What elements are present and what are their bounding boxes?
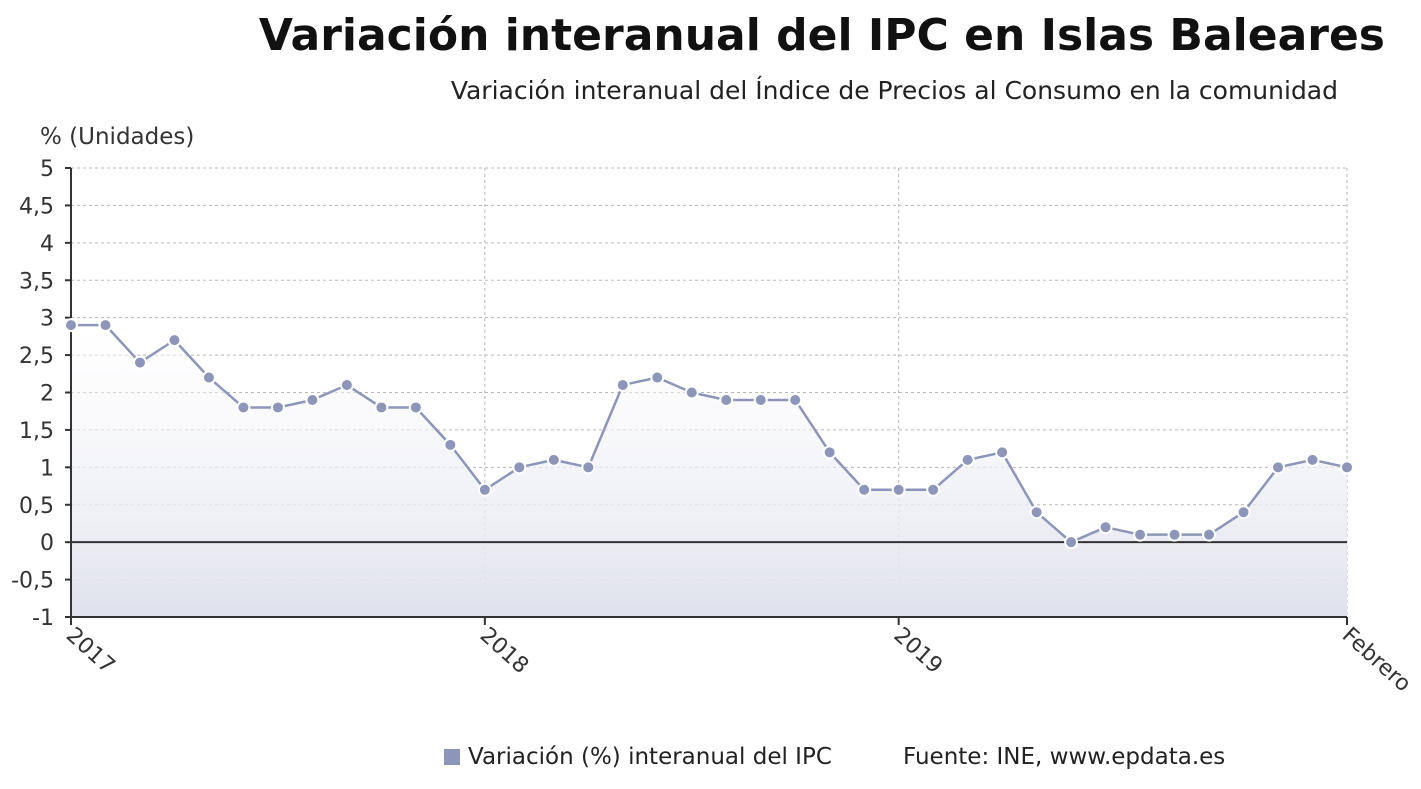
data-point xyxy=(270,400,285,415)
data-point xyxy=(339,378,354,393)
legend-swatch xyxy=(444,749,460,765)
data-point xyxy=(1098,520,1113,535)
y-tick-label: 2,5 xyxy=(19,344,54,369)
y-tick-label: 1,5 xyxy=(19,419,54,444)
x-tick-labels: 2017 2018 2019 Febrero xyxy=(61,623,1415,697)
y-tick-label: 2 xyxy=(40,382,54,407)
chart-title: Variación interanual del IPC en Islas Ba… xyxy=(258,10,1385,61)
y-tick-label: 0,5 xyxy=(19,494,54,519)
data-point xyxy=(615,378,630,393)
data-point xyxy=(581,460,596,475)
y-axis-label: % (Unidades) xyxy=(40,124,195,150)
y-tick-label: 0 xyxy=(40,531,54,556)
data-point xyxy=(1271,460,1286,475)
data-point xyxy=(719,392,734,407)
y-tick-label: -0,5 xyxy=(11,569,54,594)
data-point xyxy=(132,355,147,370)
data-point xyxy=(822,445,837,460)
data-point xyxy=(857,482,872,497)
data-point xyxy=(1305,452,1320,467)
data-point xyxy=(684,385,699,400)
data-point xyxy=(477,482,492,497)
y-tick-label: 3,5 xyxy=(19,269,54,294)
x-tick-label: Febrero xyxy=(1337,623,1415,697)
chart-subtitle: Variación interanual del Índice de Preci… xyxy=(450,76,1338,105)
axes xyxy=(65,167,1348,625)
data-points xyxy=(64,318,1354,550)
data-point xyxy=(1133,527,1148,542)
data-point xyxy=(753,392,768,407)
data-point xyxy=(1340,460,1354,475)
y-tick-label: 3 xyxy=(40,307,54,332)
data-point xyxy=(1167,527,1182,542)
legend-label: Variación (%) interanual del IPC xyxy=(468,744,832,770)
data-point xyxy=(408,400,423,415)
y-tick-label: 5 xyxy=(40,157,54,182)
x-tick-label: 2018 xyxy=(475,623,533,679)
area-fill xyxy=(71,325,1347,617)
data-point xyxy=(374,400,389,415)
x-tick-label: 2019 xyxy=(889,623,947,679)
data-point xyxy=(236,400,251,415)
y-tick-label: 4,5 xyxy=(19,194,54,219)
data-point xyxy=(201,370,216,385)
data-point xyxy=(305,392,320,407)
data-point xyxy=(788,392,803,407)
area-fill-path xyxy=(71,325,1347,617)
data-point xyxy=(1029,505,1044,520)
data-point xyxy=(512,460,527,475)
data-point xyxy=(1236,505,1251,520)
source-note: Fuente: INE, www.epdata.es xyxy=(903,744,1226,770)
data-point xyxy=(167,333,182,348)
data-point xyxy=(443,437,458,452)
y-tick-label: 4 xyxy=(40,232,54,257)
data-point xyxy=(64,318,78,333)
x-tick-label: 2017 xyxy=(61,623,119,679)
data-point xyxy=(650,370,665,385)
data-point xyxy=(926,482,941,497)
data-point xyxy=(891,482,906,497)
data-point xyxy=(960,452,975,467)
data-point xyxy=(1202,527,1217,542)
y-tick-label: 1 xyxy=(40,456,54,481)
data-point xyxy=(995,445,1010,460)
y-tick-labels: -1 -0,5 0 0,5 1 1,5 2 2,5 3 3,5 4 4,5 5 xyxy=(11,157,54,631)
data-point xyxy=(1064,535,1079,550)
data-point xyxy=(98,318,113,333)
legend: Variación (%) interanual del IPC xyxy=(444,744,832,770)
y-tick-label: -1 xyxy=(32,606,54,631)
data-point xyxy=(546,452,561,467)
